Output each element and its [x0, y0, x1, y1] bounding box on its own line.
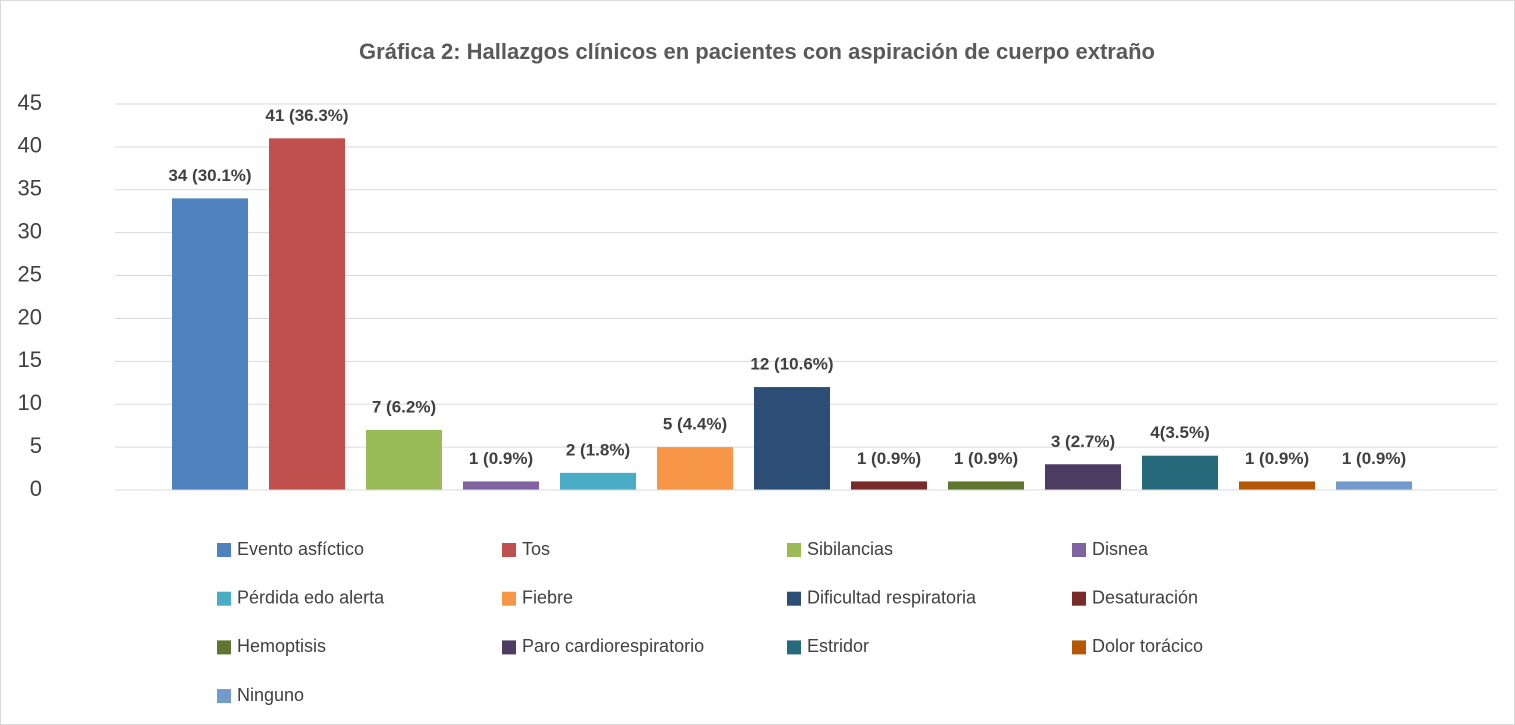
legend-label: Fiebre — [522, 587, 573, 607]
bar — [1239, 481, 1315, 490]
bar — [463, 481, 539, 490]
bar — [657, 447, 733, 490]
y-tick-label: 45 — [18, 90, 42, 115]
bar — [1142, 455, 1218, 490]
legend-swatch — [502, 543, 516, 557]
legend-swatch — [217, 689, 231, 704]
legend-label: Dificultad respiratoria — [807, 587, 977, 607]
legend-label: Sibilancias — [807, 539, 893, 559]
y-tick-label: 20 — [18, 304, 42, 329]
data-label: 5 (4.4%) — [663, 415, 727, 434]
legend-label: Evento asfíctico — [237, 539, 364, 559]
bar — [1336, 481, 1412, 490]
data-label: 1 (0.9%) — [1342, 449, 1406, 468]
bar — [754, 387, 830, 490]
legend-swatch — [217, 543, 231, 557]
legend-label: Dolor torácico — [1092, 636, 1203, 656]
legend-swatch — [1072, 591, 1086, 606]
bar — [269, 138, 345, 491]
legend-label: Estridor — [807, 636, 869, 656]
data-label: 41 (36.3%) — [265, 106, 348, 125]
data-label: 1 (0.9%) — [469, 449, 533, 468]
data-label: 1 (0.9%) — [857, 449, 921, 468]
y-tick-label: 5 — [30, 433, 42, 458]
legend-swatch — [217, 591, 231, 606]
bar — [366, 429, 442, 490]
legend-label: Pérdida edo alerta — [237, 587, 385, 607]
legend-label: Desaturación — [1092, 587, 1198, 607]
data-label: 2 (1.8%) — [566, 440, 630, 459]
data-label: 34 (30.1%) — [168, 166, 251, 185]
data-label: 4(3.5%) — [1150, 423, 1210, 442]
bar — [1045, 464, 1121, 490]
legend-swatch — [787, 591, 801, 606]
data-label: 1 (0.9%) — [954, 449, 1018, 468]
legend-swatch — [502, 591, 516, 606]
data-label: 7 (6.2%) — [372, 397, 436, 416]
y-tick-label: 25 — [18, 261, 42, 286]
y-tick-label: 10 — [18, 390, 42, 415]
legend-label: Paro cardiorespiratorio — [522, 636, 704, 656]
y-tick-label: 0 — [30, 476, 42, 501]
legend-label: Hemoptisis — [237, 636, 326, 656]
data-label: 12 (10.6%) — [750, 355, 833, 374]
legend-swatch — [217, 640, 231, 655]
y-tick-label: 40 — [18, 133, 42, 158]
y-tick-label: 35 — [18, 176, 42, 201]
data-label: 3 (2.7%) — [1051, 432, 1115, 451]
data-label: 1 (0.9%) — [1245, 449, 1309, 468]
chart-title: Gráfica 2: Hallazgos clínicos en pacient… — [359, 39, 1155, 64]
legend-label: Disnea — [1092, 539, 1149, 559]
legend-swatch — [787, 543, 801, 557]
bar — [172, 198, 248, 490]
legend-swatch — [502, 640, 516, 655]
y-tick-label: 30 — [18, 218, 42, 243]
y-tick-label: 15 — [18, 347, 42, 372]
legend-swatch — [1072, 543, 1086, 557]
bar — [948, 481, 1024, 490]
bar — [560, 472, 636, 490]
legend-swatch — [787, 640, 801, 655]
legend-label: Tos — [522, 539, 550, 559]
legend-label: Ninguno — [237, 685, 304, 705]
bar — [851, 481, 927, 490]
legend-swatch — [1072, 640, 1086, 655]
